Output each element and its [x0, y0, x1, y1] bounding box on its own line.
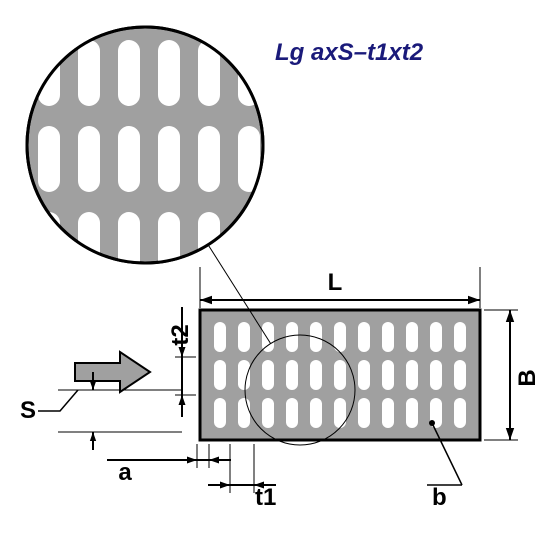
dimension-L: L [200, 267, 480, 308]
label-S: S [20, 397, 36, 424]
dimension-S: S [20, 381, 182, 441]
technical-diagram: Lg axS–t1xt2 L B t1 a [0, 0, 550, 550]
diagram-title: Lg axS–t1xt2 [275, 39, 424, 66]
dimension-t1: t1 [208, 444, 276, 511]
label-t2: t2 [167, 324, 194, 345]
perforated-plate [200, 310, 480, 440]
dimension-B: B [484, 310, 541, 440]
label-B: B [514, 369, 541, 386]
label-t1: t1 [255, 484, 276, 511]
label-L: L [328, 269, 343, 296]
direction-arrow-icon [75, 352, 150, 392]
dimension-t2: t2 [167, 307, 196, 417]
label-a: a [118, 459, 132, 486]
dimension-a: a [107, 444, 231, 486]
magnifier-detail [27, 27, 263, 278]
label-b: b [432, 484, 447, 511]
